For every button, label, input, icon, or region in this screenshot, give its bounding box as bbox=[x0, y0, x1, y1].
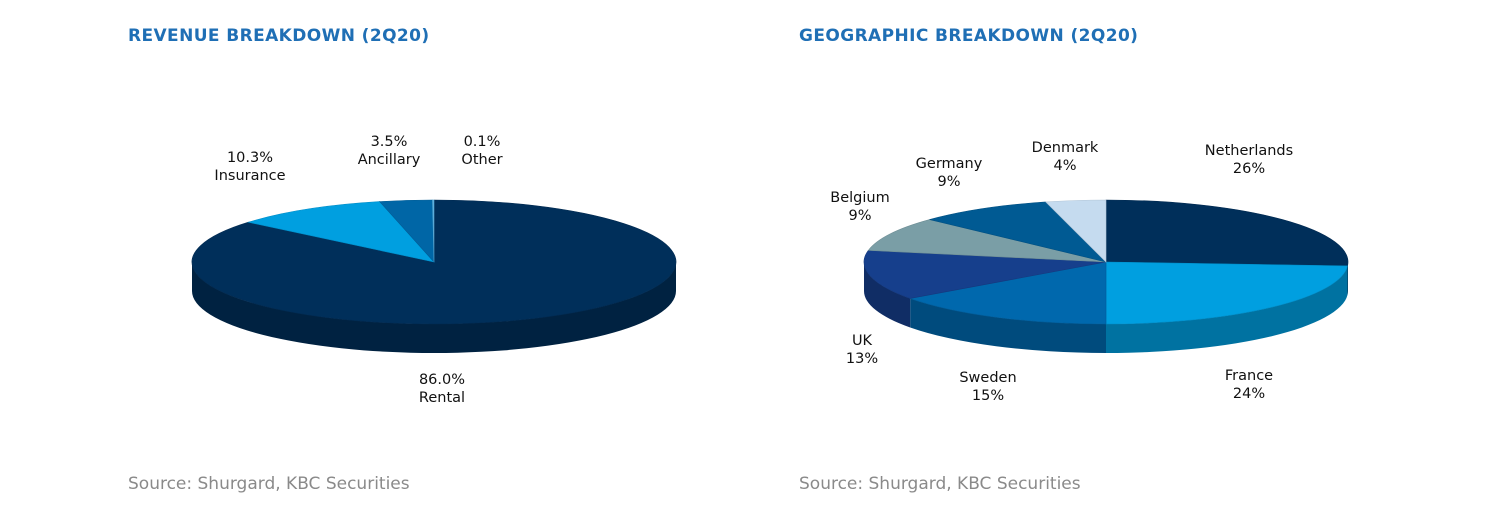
slice-label-insurance: 10.3% Insurance bbox=[214, 150, 285, 184]
pie-slice-sweden bbox=[909, 261, 1107, 325]
pie-side-sweden bbox=[910, 298, 1106, 353]
slice-label-ancillary: 3.5% Ancillary bbox=[358, 134, 421, 168]
pie-labels: 86.0% Rental 10.3% Insurance 3.5% Ancillary 0.… bbox=[214, 134, 502, 406]
pie-slice-germany bbox=[929, 201, 1107, 263]
pie-slice-rental bbox=[191, 199, 677, 325]
slice-label-netherlands: Netherlands 26% bbox=[1205, 143, 1293, 177]
pie-labels: Netherlands 26% France 24% Sweden 15% UK 13% Bel… bbox=[830, 140, 1293, 404]
pie-slice-other bbox=[432, 199, 435, 263]
pie-side-rental bbox=[192, 262, 676, 353]
pie-slice-france bbox=[1105, 261, 1348, 325]
slice-label-other: 0.1% Other bbox=[461, 134, 502, 168]
geographic-chart-source: Source: Shurgard, KBC Securities bbox=[799, 474, 1081, 494]
revenue-breakdown-panel: REVENUE BREAKDOWN (2Q20) 86.0% Rental 10.3… bbox=[0, 0, 740, 523]
pie-slice-insurance bbox=[247, 201, 435, 263]
revenue-chart-title: REVENUE BREAKDOWN (2Q20) bbox=[128, 26, 430, 46]
pie-top-faces bbox=[863, 199, 1349, 325]
slice-label-germany: Germany 9% bbox=[916, 156, 983, 190]
slice-label-rental: 86.0% Rental bbox=[419, 372, 465, 406]
geographic-pie-chart: Netherlands 26% France 24% Sweden 15% UK 13% Bel… bbox=[830, 140, 1349, 404]
slice-label-sweden: Sweden 15% bbox=[959, 370, 1016, 404]
slice-label-uk: UK 13% bbox=[846, 333, 878, 367]
pie-side-walls bbox=[192, 262, 676, 353]
slice-label-france: France 24% bbox=[1225, 368, 1273, 402]
pie-slice-netherlands bbox=[1105, 199, 1349, 267]
pie-top-faces bbox=[191, 199, 677, 325]
slice-label-denmark: Denmark 4% bbox=[1032, 140, 1099, 174]
revenue-pie-chart: 86.0% Rental 10.3% Insurance 3.5% Ancillary 0.… bbox=[191, 134, 677, 406]
pie-side-walls bbox=[864, 262, 1348, 353]
pie-side-france bbox=[1106, 265, 1348, 353]
pie-slice-denmark bbox=[1045, 199, 1107, 263]
revenue-chart-source: Source: Shurgard, KBC Securities bbox=[128, 474, 410, 494]
pie-side-uk bbox=[864, 262, 911, 328]
slice-label-belgium: Belgium 9% bbox=[830, 190, 889, 224]
pie-slice-belgium bbox=[867, 219, 1107, 263]
geographic-chart-title: GEOGRAPHIC BREAKDOWN (2Q20) bbox=[799, 26, 1139, 46]
pie-slice-uk bbox=[863, 250, 1107, 299]
geographic-breakdown-panel: GEOGRAPHIC BREAKDOWN (2Q20) Netherlands 2… bbox=[740, 0, 1495, 523]
